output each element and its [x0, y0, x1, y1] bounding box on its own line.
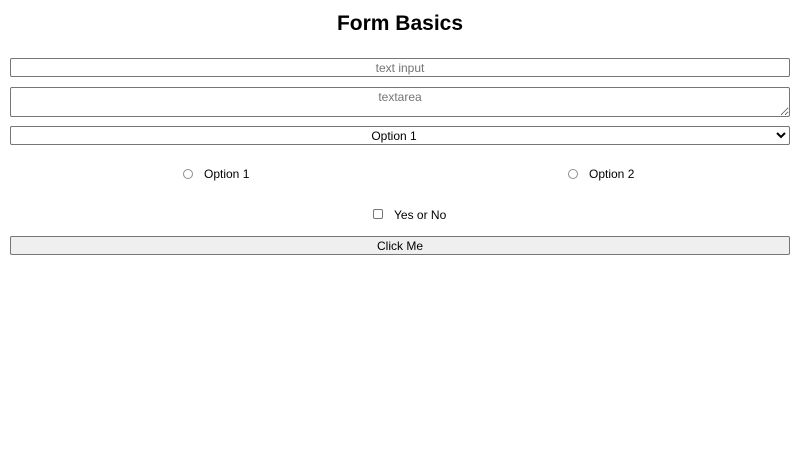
text-input[interactable] [10, 58, 790, 77]
option-select[interactable]: Option 1 [10, 126, 790, 145]
textarea[interactable] [10, 87, 790, 117]
radio-option-1-label[interactable]: Option 1 [204, 167, 250, 181]
radio-option-1[interactable] [183, 169, 193, 179]
yes-no-checkbox[interactable] [373, 209, 383, 219]
page-title: Form Basics [336, 12, 464, 35]
yes-no-label[interactable]: Yes or No [394, 208, 447, 222]
click-me-button[interactable]: Click Me [10, 236, 790, 255]
radio-option-2[interactable] [568, 169, 578, 179]
radio-option-2-label[interactable]: Option 2 [589, 167, 635, 181]
